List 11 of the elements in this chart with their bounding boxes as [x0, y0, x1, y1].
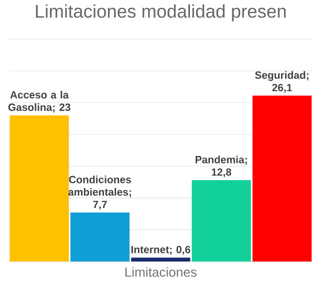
x-axis-title: Limitaciones: [125, 267, 197, 277]
bar: [252, 96, 312, 262]
data-label: Seguridad; 26,1: [255, 71, 308, 93]
data-label: Internet; 0,6: [131, 246, 190, 255]
data-label: Acceso a la Gasolina; 23: [8, 90, 70, 112]
bar: [192, 180, 251, 262]
bar: [131, 258, 190, 262]
bar: [70, 212, 130, 262]
data-label: Pandemia; 12,8: [196, 156, 247, 178]
chart-title: Limitaciones modalidad presen: [36, 4, 286, 22]
bar: [10, 115, 69, 262]
